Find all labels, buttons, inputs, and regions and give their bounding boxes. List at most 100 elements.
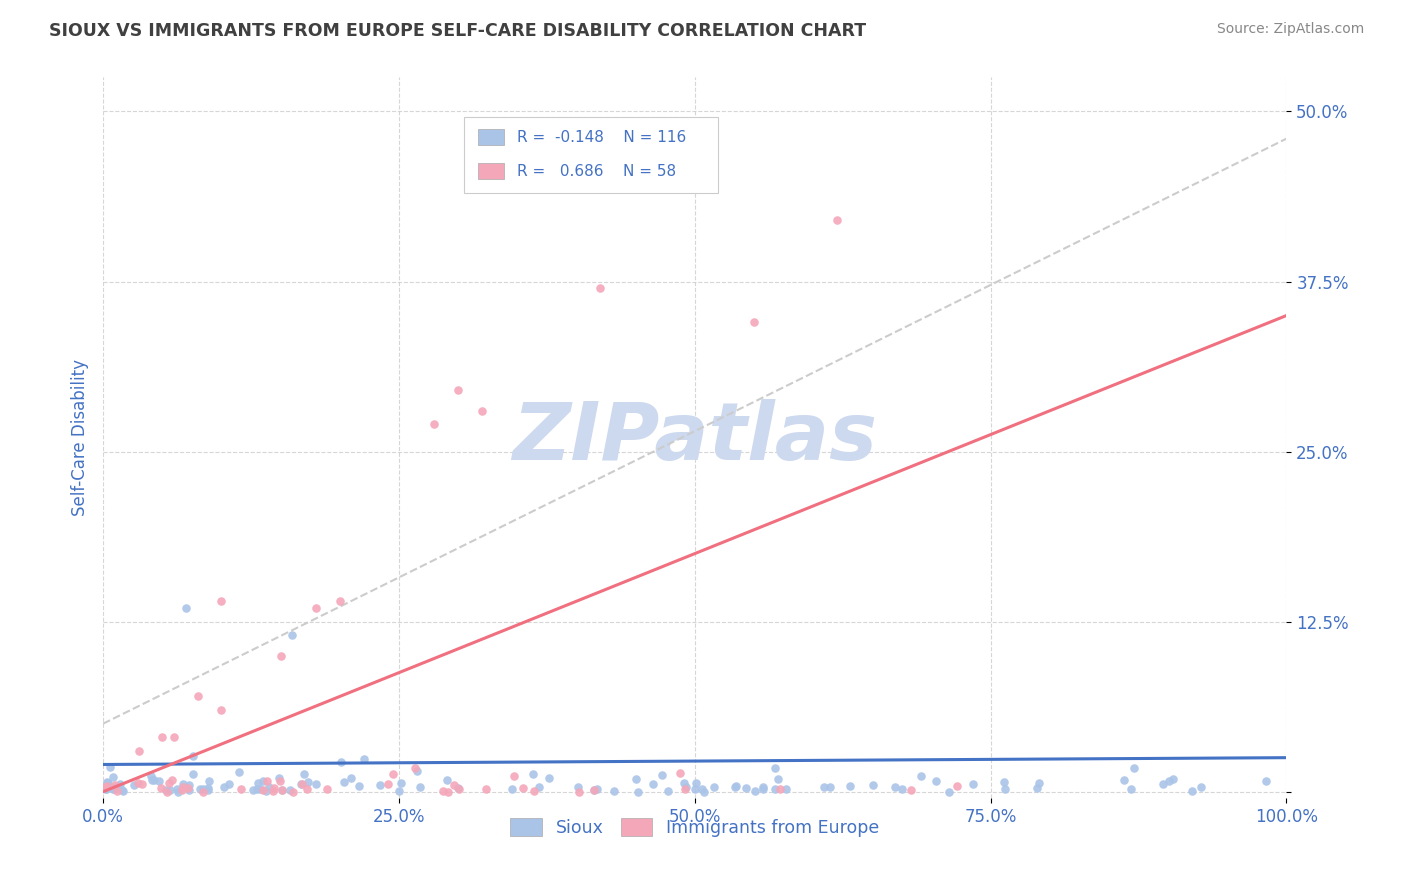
Point <box>197 783 219 797</box>
Point <box>128 744 150 758</box>
Point <box>673 781 696 796</box>
Point <box>1123 761 1146 775</box>
Point <box>295 782 318 797</box>
Point <box>156 785 179 799</box>
Point <box>280 783 302 797</box>
Point <box>269 771 291 785</box>
Point <box>382 767 405 781</box>
Point <box>744 784 766 798</box>
Point <box>150 731 173 745</box>
Point <box>471 403 494 417</box>
Point <box>103 770 125 784</box>
Point <box>512 780 534 795</box>
Point <box>685 782 707 797</box>
Point <box>1181 784 1204 798</box>
Point <box>179 783 201 797</box>
Point <box>368 778 391 792</box>
Point <box>187 690 209 704</box>
Point <box>142 772 165 787</box>
Point <box>1025 781 1047 796</box>
Point <box>839 779 862 793</box>
Point <box>589 281 612 295</box>
Point <box>141 773 163 788</box>
Point <box>103 778 125 792</box>
Point <box>527 780 550 794</box>
Point <box>167 784 190 798</box>
Point <box>742 315 765 329</box>
Point <box>111 784 134 798</box>
Point <box>211 703 233 717</box>
Point <box>938 784 960 798</box>
Point <box>813 780 835 795</box>
Point <box>925 773 948 788</box>
Point <box>693 784 716 798</box>
Point <box>586 782 609 797</box>
Point <box>271 783 294 797</box>
Text: ZIPatlas: ZIPatlas <box>512 399 877 477</box>
Point <box>257 780 280 794</box>
Point <box>281 628 304 642</box>
Point <box>229 782 252 797</box>
Point <box>174 601 197 615</box>
Point <box>582 783 605 797</box>
Y-axis label: Self-Care Disability: Self-Care Disability <box>72 359 89 516</box>
Point <box>94 781 117 796</box>
Point <box>159 783 181 797</box>
Point <box>252 774 274 789</box>
Point <box>96 775 118 789</box>
Point <box>406 764 429 779</box>
Point <box>651 767 673 781</box>
Point <box>97 775 120 789</box>
Point <box>247 776 270 790</box>
Point <box>96 774 118 789</box>
Point <box>252 783 274 797</box>
Point <box>751 781 773 796</box>
Point <box>993 774 1015 789</box>
Point <box>305 601 328 615</box>
Point <box>673 776 696 790</box>
Point <box>685 776 707 790</box>
Point <box>502 769 524 783</box>
Point <box>423 417 446 432</box>
Point <box>148 774 170 789</box>
Point <box>211 594 233 608</box>
Point <box>900 782 922 797</box>
Point <box>98 760 121 774</box>
Point <box>340 771 363 785</box>
Point <box>292 766 315 780</box>
FancyBboxPatch shape <box>464 117 718 193</box>
Point <box>262 783 284 797</box>
Point <box>1161 772 1184 786</box>
Point <box>436 784 458 798</box>
Point <box>377 777 399 791</box>
Point <box>172 777 194 791</box>
Point <box>141 769 163 783</box>
Point <box>93 780 115 794</box>
FancyBboxPatch shape <box>478 163 505 179</box>
Point <box>163 731 186 745</box>
Point <box>329 594 352 608</box>
Point <box>188 781 211 796</box>
Point <box>149 780 172 795</box>
Point <box>111 783 134 797</box>
Point <box>246 781 269 796</box>
Point <box>197 780 219 795</box>
Point <box>432 784 454 798</box>
Point <box>501 782 523 797</box>
Point <box>409 780 432 795</box>
Point <box>330 756 353 770</box>
Text: R =  -0.148    N = 116: R = -0.148 N = 116 <box>517 130 686 145</box>
Point <box>127 776 149 790</box>
Point <box>910 769 932 783</box>
Point <box>256 773 278 788</box>
Point <box>404 761 426 775</box>
Point <box>862 778 884 792</box>
Point <box>1254 774 1277 789</box>
Point <box>122 778 145 792</box>
Point <box>669 766 692 780</box>
Point <box>825 213 848 227</box>
Point <box>946 779 969 793</box>
Point <box>475 782 498 797</box>
Point <box>675 780 697 794</box>
Point <box>107 783 129 797</box>
